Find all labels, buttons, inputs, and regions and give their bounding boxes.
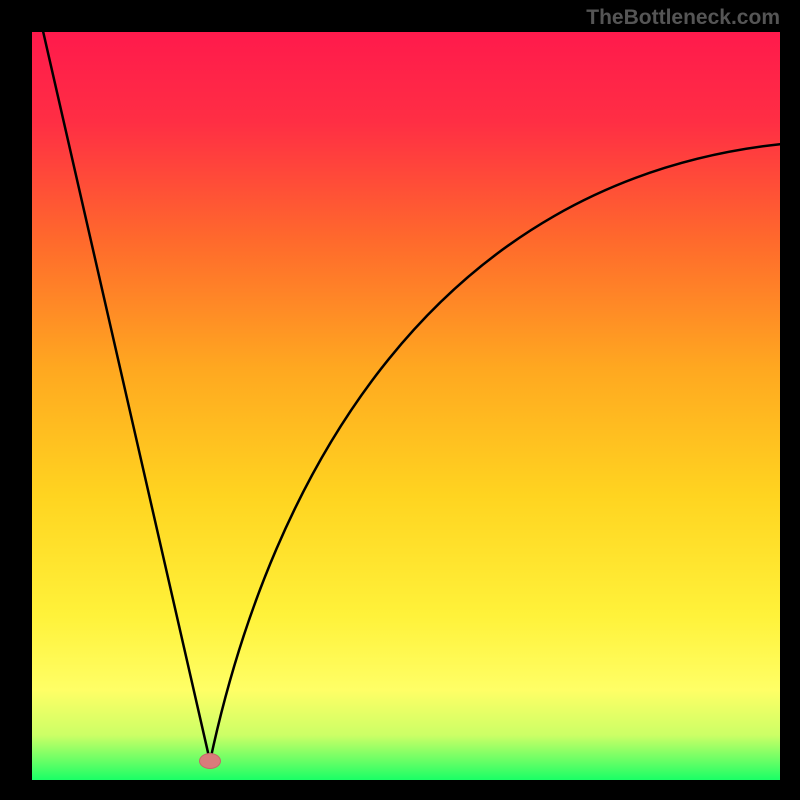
chart-curve: [32, 32, 780, 780]
watermark-text: TheBottleneck.com: [586, 6, 780, 30]
chart-plot-area: [32, 32, 780, 780]
chart-minimum-marker: [199, 753, 221, 769]
